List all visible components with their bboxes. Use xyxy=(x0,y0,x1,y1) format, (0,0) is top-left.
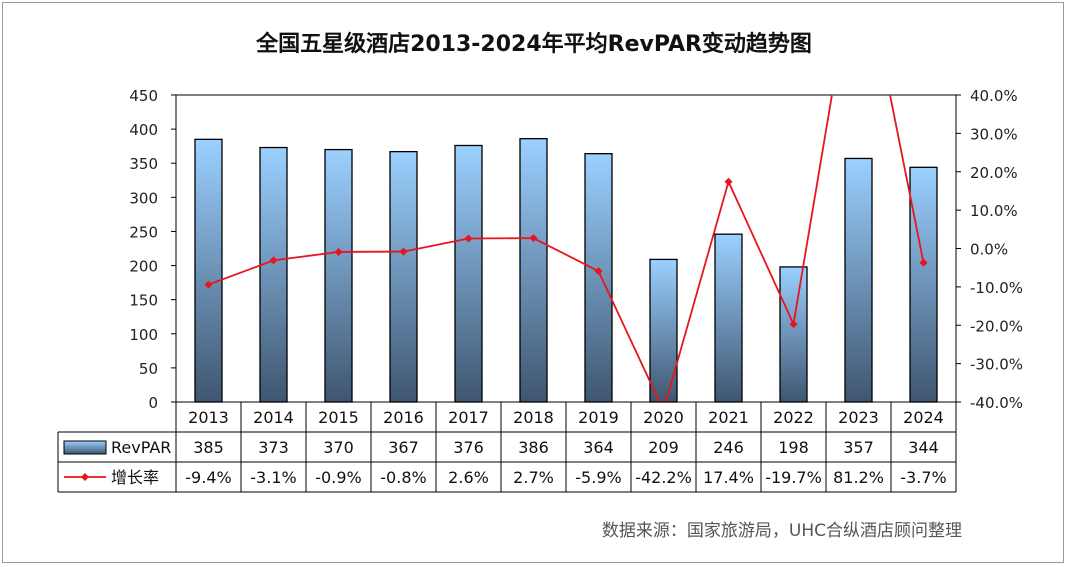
data-label-growth: 81.2% xyxy=(833,468,884,487)
growth-marker-2018 xyxy=(529,234,538,243)
growth-line-group xyxy=(204,95,928,402)
legend-label-growth: 增长率 xyxy=(111,468,159,487)
category-label: 2020 xyxy=(643,408,684,427)
data-label-growth: -3.1% xyxy=(250,468,296,487)
y-tick-label: 250 xyxy=(129,223,158,241)
bar-revpar-2020 xyxy=(649,258,678,403)
bar-revpar-2021 xyxy=(714,233,743,403)
data-label-revpar: 209 xyxy=(648,438,679,457)
growth-marker-2016 xyxy=(399,247,408,256)
bar-revpar-2016 xyxy=(389,150,418,403)
bar-revpar-2019 xyxy=(584,153,613,403)
plot-border xyxy=(175,94,957,403)
data-label-growth: 17.4% xyxy=(703,468,754,487)
y-tick-label: 100 xyxy=(129,326,158,344)
data-label-revpar: 198 xyxy=(778,438,809,457)
chart-title: 全国五星级酒店2013-2024年平均RevPAR变动趋势图 xyxy=(256,32,812,57)
y-tick-label: 450 xyxy=(129,87,158,105)
growth-marker-2019 xyxy=(594,267,603,276)
data-label-growth: -9.4% xyxy=(185,468,231,487)
data-label-revpar: 385 xyxy=(193,438,224,457)
growth-marker-2015 xyxy=(334,247,343,256)
category-label: 2017 xyxy=(448,408,489,427)
bar-revpar-2014 xyxy=(259,146,288,403)
y2-tick-label: 30.0% xyxy=(970,125,1018,143)
category-label: 2023 xyxy=(838,408,879,427)
data-label-growth: 2.7% xyxy=(513,468,554,487)
y2-tick-label: 10.0% xyxy=(970,202,1018,220)
data-label-revpar: 370 xyxy=(323,438,354,457)
y2-tick-label: 0.0% xyxy=(970,241,1008,259)
data-label-growth: 2.6% xyxy=(448,468,489,487)
y-tick-label: 300 xyxy=(129,189,158,207)
growth-rate-line xyxy=(208,95,925,402)
legend-swatch-revpar xyxy=(63,440,107,455)
y2-tick-label: -30.0% xyxy=(970,356,1023,374)
bar-revpar-2017 xyxy=(454,144,483,403)
data-label-growth: -19.7% xyxy=(765,468,822,487)
y-tick-label: 200 xyxy=(129,258,158,276)
y2-tick-label: 20.0% xyxy=(970,164,1018,182)
legend-label-revpar: RevPAR xyxy=(111,438,171,457)
source-note: 数据来源：国家旅游局，UHC合纵酒店顾问整理 xyxy=(601,521,962,541)
y-tick-label: 150 xyxy=(129,292,158,310)
data-label-growth: -3.7% xyxy=(900,468,946,487)
bar-revpar-2024 xyxy=(909,166,938,403)
category-label: 2016 xyxy=(383,408,424,427)
category-label: 2013 xyxy=(188,408,229,427)
category-label: 2021 xyxy=(708,408,749,427)
growth-marker-2014 xyxy=(269,256,278,265)
growth-marker-2013 xyxy=(204,280,213,289)
growth-marker-2017 xyxy=(464,234,473,243)
data-label-growth: -0.9% xyxy=(315,468,361,487)
data-label-revpar: 367 xyxy=(388,438,419,457)
legend-swatch-growth-marker xyxy=(81,473,89,481)
category-label: 2014 xyxy=(253,408,294,427)
growth-marker-2021 xyxy=(724,177,733,186)
bar-revpar-2022 xyxy=(779,266,808,403)
y-tick-label: 0 xyxy=(148,394,158,412)
plot-area: 0 50 100 150 200 250 300 350 400 450 -40.0% -30.0% -… xyxy=(129,87,1023,412)
data-label-revpar: 373 xyxy=(258,438,289,457)
category-label: 2022 xyxy=(773,408,814,427)
data-label-growth: -42.2% xyxy=(635,468,692,487)
data-label-revpar: 344 xyxy=(908,438,939,457)
data-label-revpar: 364 xyxy=(583,438,614,457)
bar-revpar-2023 xyxy=(844,157,873,403)
category-label: 2018 xyxy=(513,408,554,427)
category-label: 2024 xyxy=(903,408,944,427)
y-tick-label: 350 xyxy=(129,155,158,173)
y-tick-label: 50 xyxy=(139,360,158,378)
y-tick-label: 400 xyxy=(129,121,158,139)
bar-revpar-2013 xyxy=(194,138,223,403)
y2-tick-label: -40.0% xyxy=(970,394,1023,412)
data-label-revpar: 386 xyxy=(518,438,549,457)
growth-marker-2022 xyxy=(789,320,798,329)
bar-revpar-2018 xyxy=(519,138,548,403)
data-label-revpar: 357 xyxy=(843,438,874,457)
y2-tick-label: -10.0% xyxy=(970,279,1023,297)
data-label-revpar: 376 xyxy=(453,438,484,457)
bar-revpar-2015 xyxy=(324,148,353,403)
data-label-revpar: 246 xyxy=(713,438,744,457)
category-label: 2019 xyxy=(578,408,619,427)
category-label: 2015 xyxy=(318,408,359,427)
y2-tick-label: 40.0% xyxy=(970,87,1018,105)
data-label-growth: -0.8% xyxy=(380,468,426,487)
growth-marker-2024 xyxy=(919,258,928,267)
data-label-growth: -5.9% xyxy=(575,468,621,487)
y2-tick-label: -20.0% xyxy=(970,317,1023,335)
data-table: 2013 2014 2015 2016 2017 2018 2019 2020 2021 2022… xyxy=(57,401,957,493)
